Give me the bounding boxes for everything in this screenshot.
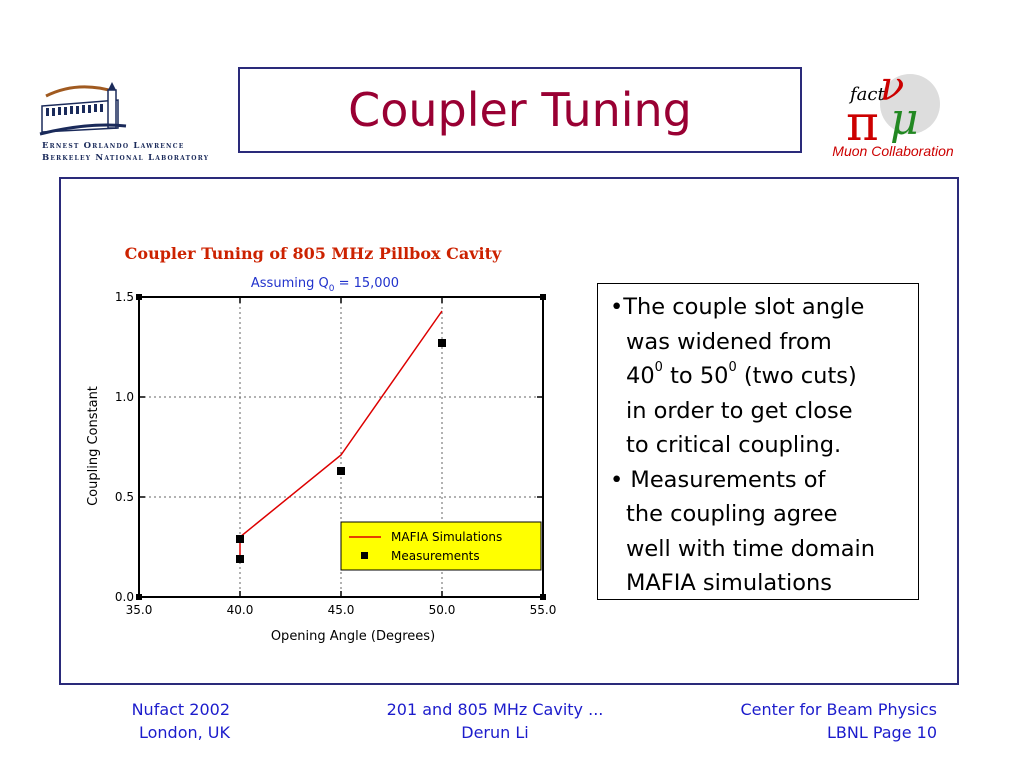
muon-logo-fact: fact <box>848 84 885 105</box>
footer-right-line2: LBNL Page 10 <box>826 723 937 742</box>
legend-label-mafia: MAFIA Simulations <box>391 530 502 544</box>
coupler-tuning-chart: Coupler Tuning of 805 MHz Pillbox Cavity… <box>86 244 557 644</box>
x-tick-label: 50.0 <box>429 603 456 617</box>
bullet2-line4: MAFIA simulations <box>626 570 832 596</box>
chart-subtitle-sub: 0 <box>329 284 335 294</box>
lbnl-building-icon <box>39 82 127 136</box>
corner-marker <box>540 294 546 300</box>
measurement-point <box>337 467 345 475</box>
y-axis-label: Coupling Constant <box>86 386 101 506</box>
footer-right-line1: Center for Beam Physics <box>740 700 938 719</box>
lbnl-name-line2: Berkeley National Laboratory <box>42 153 210 163</box>
slide-title: Coupler Tuning <box>348 83 692 137</box>
footer-center-line2: Derun Li <box>461 723 529 742</box>
x-axis-label: Opening Angle (Degrees) <box>271 629 435 644</box>
corner-marker <box>136 294 142 300</box>
title-box: Coupler Tuning <box>238 67 802 153</box>
chart-subtitle-end: = 15,000 <box>334 276 399 291</box>
legend-marker-swatch <box>361 552 368 559</box>
lbnl-name: Ernest Orlando Lawrence Berkeley Nationa… <box>42 140 237 164</box>
bullet1-line2: was widened from <box>626 328 832 355</box>
y-tick-label: 1.5 <box>115 290 134 304</box>
chart-title: Coupler Tuning of 805 MHz Pillbox Cavity <box>125 244 502 263</box>
chart-subtitle-main: Assuming Q <box>251 276 329 291</box>
svg-text:π: π <box>846 94 879 150</box>
svg-text:μ: μ <box>890 94 919 145</box>
bullet1-line1: •The couple slot angle <box>610 294 865 320</box>
lbnl-logo <box>38 78 233 168</box>
bullet1-line3: 400 to 500 (two cuts) <box>626 360 857 389</box>
corner-marker <box>136 594 142 600</box>
chart-subtitle: Assuming Q0 = 15,000 <box>251 276 399 294</box>
muon-collaboration-logo: fact π ν μ <box>818 60 968 164</box>
content-frame <box>59 177 959 685</box>
legend-box <box>340 521 542 571</box>
measurement-point <box>236 555 244 563</box>
x-tick-label: 40.0 <box>227 603 254 617</box>
muon-collaboration-label: Muon Collaboration <box>832 143 954 159</box>
x-tick-label: 45.0 <box>328 603 355 617</box>
y-tick-label: 0.5 <box>115 490 134 504</box>
bullet2-line2: the coupling agree <box>626 501 838 527</box>
footer-center: 201 and 805 MHz Cavity ... Derun Li <box>340 698 650 744</box>
bullet1-line5: to critical coupling. <box>626 432 842 458</box>
bullet1-line4: in order to get close <box>626 397 853 424</box>
measurement-point <box>438 339 446 347</box>
series-mafia-simulations-line <box>239 310 443 559</box>
lbnl-name-line1: Ernest Orlando Lawrence <box>42 141 185 151</box>
x-tick-label: 55.0 <box>530 603 557 617</box>
measurement-point <box>236 535 244 543</box>
x-tick-label: 35.0 <box>126 603 153 617</box>
bullet-text-box: •The couple slot angle was widened from … <box>597 283 919 600</box>
bullet2-line3: well with time domain <box>626 535 876 562</box>
bullet2-line1: • Measurements of <box>610 466 826 493</box>
y-tick-label: 1.0 <box>115 390 134 404</box>
footer-left-line2: London, UK <box>138 723 230 742</box>
footer-center-line1: 201 and 805 MHz Cavity ... <box>386 700 604 719</box>
y-tick-label: 0.0 <box>115 590 134 604</box>
footer-left: Nufact 2002 London, UK <box>70 698 230 744</box>
muon-logo-icon: fact π ν μ <box>846 64 940 152</box>
svg-text:ν: ν <box>880 64 904 110</box>
corner-marker <box>540 594 546 600</box>
footer-left-line1: Nufact 2002 <box>131 700 230 719</box>
legend-label-measurements: Measurements <box>391 549 480 563</box>
footer-right: Center for Beam Physics LBNL Page 10 <box>680 698 938 744</box>
